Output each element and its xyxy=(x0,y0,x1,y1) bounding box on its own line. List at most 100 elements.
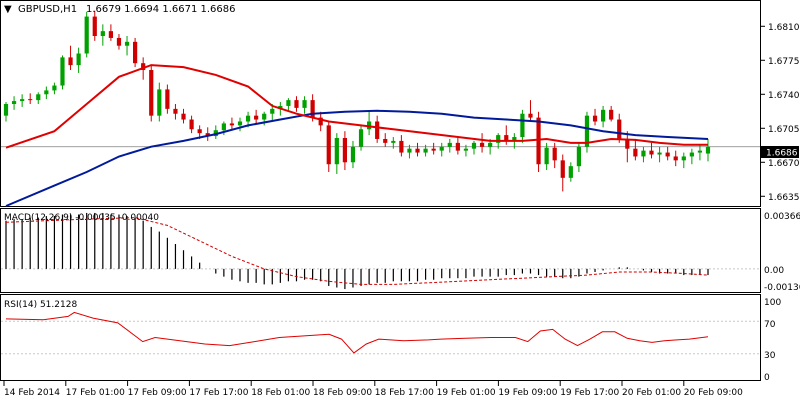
macd-axis-bottom: -0.00136 xyxy=(764,283,800,293)
candle-body xyxy=(270,108,275,114)
candle-body xyxy=(407,148,412,153)
candle-body xyxy=(544,147,549,165)
candle-body xyxy=(552,147,557,161)
candle-body xyxy=(262,113,267,120)
macd-axis-zero: 0.00 xyxy=(764,266,784,276)
time-tick-label: 19 Feb 09:00 xyxy=(498,388,557,398)
time-tick-label: 19 Feb 01:00 xyxy=(437,388,496,398)
candle-body xyxy=(601,109,606,122)
candle-body xyxy=(697,150,703,153)
time-tick-label: 17 Feb 17:00 xyxy=(189,388,248,398)
rsi-axis-100: 100 xyxy=(764,298,781,308)
time-tick-label: 20 Feb 09:00 xyxy=(684,388,743,398)
candle-body xyxy=(617,119,622,139)
time-tick-label: 17 Feb 09:00 xyxy=(128,388,187,398)
candle-body xyxy=(68,57,73,66)
candle-body xyxy=(11,101,17,104)
rsi-layer xyxy=(1,311,760,355)
candle-body xyxy=(3,104,9,116)
candle-body xyxy=(423,148,428,153)
candle-body xyxy=(496,135,501,143)
candle-body xyxy=(455,142,460,151)
candle-body xyxy=(84,16,89,54)
price-tick-label: 1.6740 xyxy=(768,91,800,101)
candle-body xyxy=(705,146,711,154)
candle-body xyxy=(673,156,678,161)
price-tick-label: 1.6810 xyxy=(768,23,800,33)
rsi-axis-30: 30 xyxy=(764,351,776,361)
time-tick-label: 18 Feb 17:00 xyxy=(375,388,434,398)
candle-body xyxy=(278,105,283,109)
candle-body xyxy=(286,100,291,106)
candle-body xyxy=(625,138,630,149)
candle-body xyxy=(44,90,49,95)
candle-body xyxy=(488,142,493,147)
candle-body xyxy=(116,37,122,46)
candle-body xyxy=(584,115,590,147)
candle-body xyxy=(399,140,404,153)
candle-body xyxy=(302,100,307,108)
time-tick-label: 14 Feb 2014 xyxy=(4,388,60,398)
fast-moving-average-line xyxy=(5,64,708,149)
candle-body xyxy=(609,109,614,120)
time-tick-label: 20 Feb 01:00 xyxy=(622,388,681,398)
candle-body xyxy=(205,133,210,137)
candle-body xyxy=(181,113,186,120)
candle-body xyxy=(463,148,469,151)
candle-body xyxy=(560,160,565,178)
candle-body xyxy=(318,117,323,126)
candle-body xyxy=(649,150,654,155)
candle-body xyxy=(310,100,315,118)
symbol-label: GBPUSD,H1 xyxy=(18,4,77,15)
candle-body xyxy=(447,142,452,147)
candle-body xyxy=(633,148,638,157)
candle-body xyxy=(528,113,533,118)
time-tick-label: 17 Feb 01:00 xyxy=(66,388,125,398)
time-axis: 14 Feb 2014 17 Feb 01:00 17 Feb 09:00 17 Fe… xyxy=(3,381,743,398)
dropdown-arrow-icon[interactable]: ▼ xyxy=(4,4,12,15)
candle-body xyxy=(108,31,113,38)
candle-body xyxy=(173,108,178,114)
candle-body xyxy=(375,121,380,139)
current-price-label: 1.6686 xyxy=(766,149,798,159)
macd-layer xyxy=(1,212,760,290)
candle-body xyxy=(52,85,57,91)
candle-body xyxy=(124,41,130,46)
candle-body xyxy=(657,152,662,155)
candle-body xyxy=(254,115,259,120)
price-panel xyxy=(0,0,761,207)
candle-body xyxy=(431,148,436,151)
candle-body xyxy=(189,119,194,130)
candle-body xyxy=(568,166,573,178)
rsi-axis-70: 70 xyxy=(764,320,776,330)
candle-body xyxy=(592,115,598,122)
current-price-box xyxy=(761,146,799,158)
candle-body xyxy=(520,113,525,138)
time-tick-label: 18 Feb 09:00 xyxy=(313,388,372,398)
candle-body xyxy=(60,57,65,86)
price-tick-label: 1.6775 xyxy=(768,57,800,67)
slow-moving-average-line xyxy=(5,109,709,207)
macd-indicator-label: MACD(12,26,9) -0.00035 -0.00040 xyxy=(4,213,159,223)
rsi-axis-0: 0 xyxy=(764,373,770,383)
candle-body xyxy=(512,137,517,141)
candle-body xyxy=(342,138,347,163)
candle-body xyxy=(197,129,202,134)
candle-body xyxy=(391,140,396,143)
candle-body xyxy=(149,70,154,116)
candle-body xyxy=(28,99,33,101)
candle-body xyxy=(245,115,251,122)
candle-body xyxy=(221,123,226,131)
price-tick-label: 1.6705 xyxy=(768,125,800,135)
candle-body xyxy=(576,146,581,167)
candle-body xyxy=(415,148,420,153)
price-layer xyxy=(1,10,760,207)
candle-body xyxy=(157,89,162,116)
time-tick-label: 18 Feb 01:00 xyxy=(251,388,310,398)
candle-body xyxy=(665,152,670,157)
candle-body xyxy=(641,150,646,157)
price-tick-label: 1.6635 xyxy=(768,193,800,203)
candle-body xyxy=(326,125,331,165)
price-tick-label: 1.6670 xyxy=(768,159,800,169)
